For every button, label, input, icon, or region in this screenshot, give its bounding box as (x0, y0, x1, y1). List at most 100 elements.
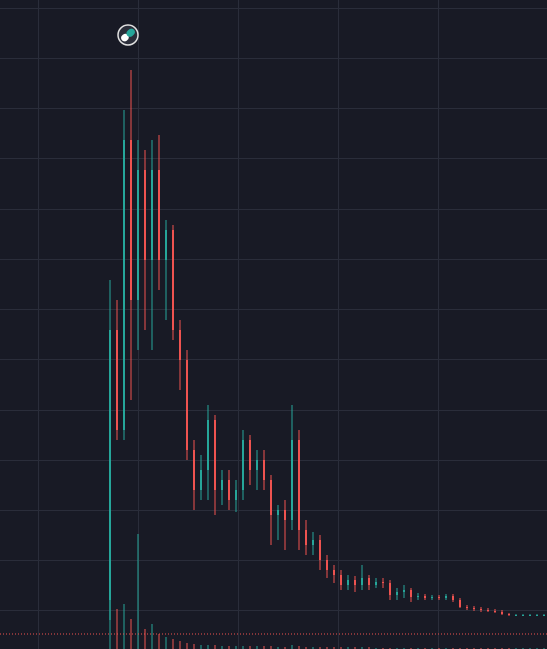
volume-bar (144, 629, 146, 649)
candle-body (242, 440, 244, 490)
candle-body (123, 140, 125, 430)
candle-body (319, 540, 321, 560)
volume-bar (228, 646, 230, 649)
candle-body (116, 330, 118, 430)
volume-bar (291, 645, 293, 649)
candle-body (417, 596, 419, 597)
candle-body (536, 615, 538, 616)
volume-bar (116, 609, 118, 649)
candle-body (452, 596, 454, 600)
candle-body (508, 614, 510, 615)
volume-bar (242, 646, 244, 649)
candle-body (214, 420, 216, 490)
volume-bar (277, 647, 279, 649)
volume-bar (326, 647, 328, 649)
volume-bar (165, 637, 167, 649)
candle-body (480, 609, 482, 610)
candle-body (410, 590, 412, 597)
candle-body (375, 582, 377, 585)
candle-body (543, 615, 545, 616)
candle-body (312, 540, 314, 545)
candle-body (459, 600, 461, 607)
volume-bar (221, 646, 223, 649)
pill[interactable] (120, 27, 137, 43)
volume-bar (298, 646, 300, 649)
candle-body (221, 480, 223, 490)
candle-body (494, 611, 496, 612)
volume-bar (214, 645, 216, 649)
candle-body (515, 615, 517, 616)
marker-icon[interactable] (117, 24, 139, 46)
volume-bar (172, 639, 174, 649)
volume-bar (368, 647, 370, 649)
candle-body (179, 330, 181, 360)
candle-body (305, 530, 307, 545)
volume-bar (151, 624, 153, 649)
candle-body (186, 360, 188, 450)
candle-body (172, 230, 174, 330)
candle-body (501, 612, 503, 614)
candle-body (396, 592, 398, 595)
candle-body (403, 590, 405, 592)
candle-body (158, 170, 160, 260)
candle-body (529, 615, 531, 616)
volume-bar (123, 604, 125, 649)
candle-body (165, 230, 167, 260)
candle-body (438, 597, 440, 598)
volume-bar (263, 646, 265, 649)
candle-body (466, 607, 468, 608)
volume-bar (312, 647, 314, 649)
volume-bar (130, 619, 132, 649)
candle-body (333, 570, 335, 575)
candle-body (270, 480, 272, 515)
volume-bar (270, 646, 272, 649)
volume-bar (207, 645, 209, 649)
volume-bar (361, 647, 363, 649)
pill-half[interactable] (125, 27, 136, 38)
candle-body (326, 560, 328, 570)
candle-body (228, 480, 230, 500)
pill-half[interactable] (120, 32, 131, 43)
candle-body (249, 440, 251, 470)
candle-body (424, 596, 426, 598)
candle-body (235, 490, 237, 500)
volume-bar (193, 644, 195, 649)
candle-body (368, 578, 370, 585)
volume-bar (179, 641, 181, 649)
volume-bar (347, 647, 349, 649)
candle-body (193, 450, 195, 490)
volume-bar (319, 647, 321, 649)
candle-body (256, 460, 258, 470)
candle-body (263, 460, 265, 480)
candle-body (284, 510, 286, 520)
volume-bar (284, 647, 286, 649)
candle-body (389, 583, 391, 595)
candle-body (340, 575, 342, 585)
candle-body (291, 440, 293, 520)
volume-bar (235, 646, 237, 649)
candle-body (137, 170, 139, 300)
candle-body (109, 330, 111, 600)
volume-bar (256, 646, 258, 649)
candle-body (382, 582, 384, 583)
candle-body (361, 578, 363, 585)
candle-body (207, 420, 209, 470)
volume-bar (340, 647, 342, 649)
candle-body (431, 597, 433, 598)
candle-body (144, 170, 146, 260)
volume-bar (200, 645, 202, 649)
candle-body (473, 608, 475, 609)
volume-bar (137, 534, 139, 649)
volume-bar (158, 634, 160, 649)
candle-body (445, 596, 447, 598)
candle-body (347, 580, 349, 585)
candle-body (200, 470, 202, 490)
candle-body (298, 440, 300, 530)
candle-body (130, 140, 132, 300)
candle-body (522, 615, 524, 616)
volume-bar (333, 647, 335, 649)
